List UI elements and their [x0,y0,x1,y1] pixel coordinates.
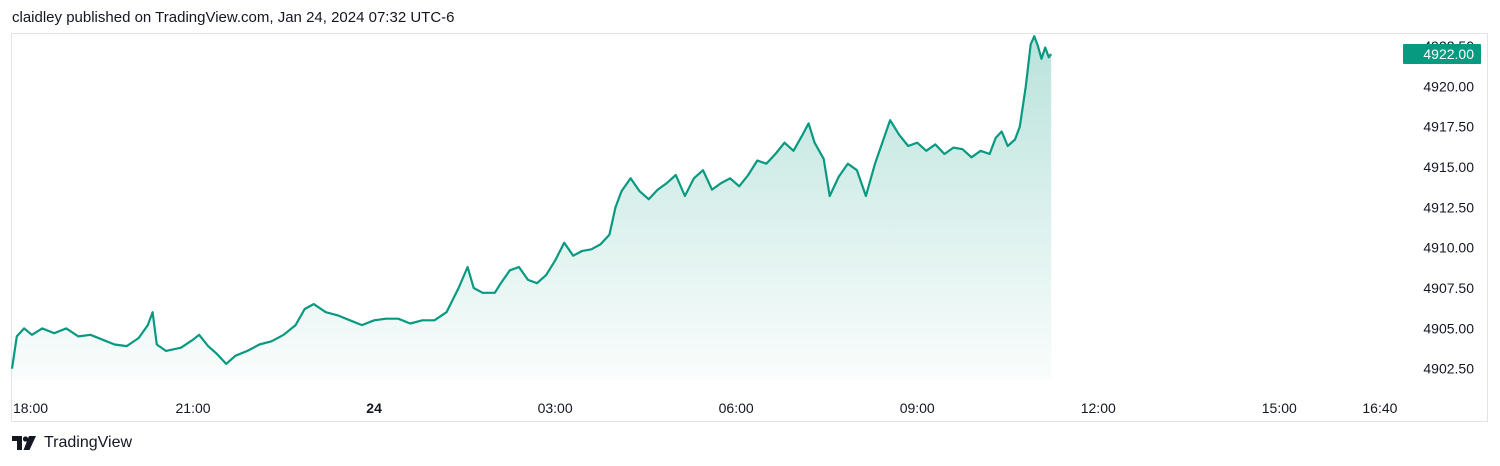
x-tick-label: 12:00 [1081,400,1116,416]
last-price-badge [1403,43,1481,64]
x-tick-label: 03:00 [538,400,573,416]
x-tick-label: 18:00 [13,400,48,416]
chart-frame [11,33,1488,422]
tradingview-logo-icon [12,436,36,450]
x-tick-label: 15:00 [1262,400,1297,416]
y-tick-label: 4902.50 [1423,361,1474,377]
publish-caption: claidley published on TradingView.com, J… [12,9,455,26]
x-tick-label: 24 [366,400,382,416]
x-tick-label: 16:40 [1362,400,1397,416]
x-tick-label: 09:00 [900,400,935,416]
y-tick-label: 4907.50 [1423,280,1474,296]
last-price-label: 4922.00 [1423,46,1474,62]
price-area-fill [12,36,1052,380]
footer-brand[interactable]: TradingView [12,434,132,452]
y-tick-label: 4917.50 [1423,119,1474,135]
brand-name: TradingView [44,434,133,451]
x-tick-label: 21:00 [176,400,211,416]
price-line [10,35,1053,369]
y-tick-label: 4910.00 [1423,240,1474,256]
x-tick-label: 06:00 [719,400,754,416]
y-tick-label: 4905.00 [1423,320,1474,336]
y-tick-label: 4920.00 [1423,78,1474,94]
y-tick-label: 4912.50 [1423,199,1474,215]
y-tick-label: 4915.00 [1423,159,1474,175]
